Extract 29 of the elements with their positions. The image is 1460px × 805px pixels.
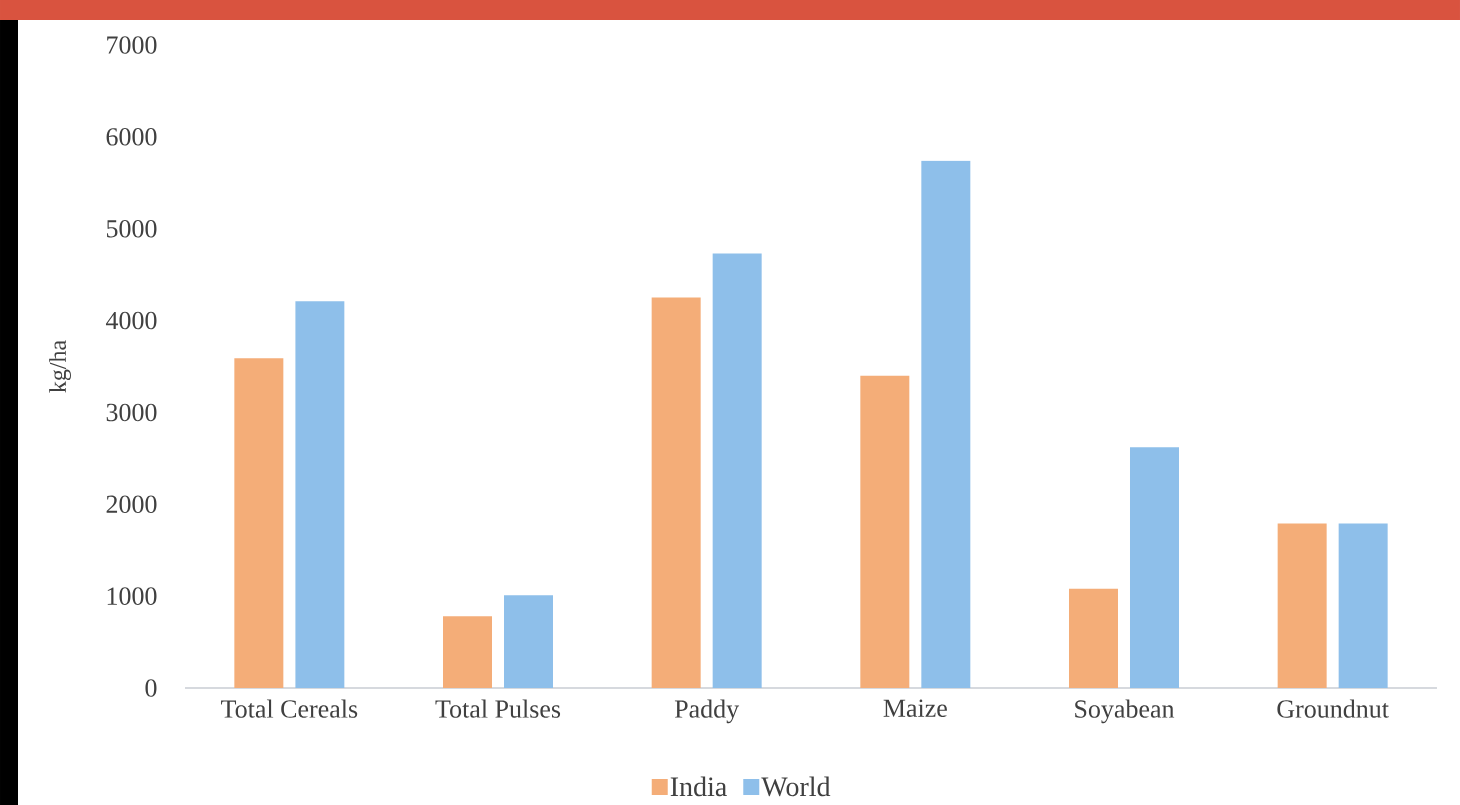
y-tick-label: 0 [145,679,157,697]
y-tick-label: 1000 [107,587,157,605]
bar [712,253,762,688]
y-tick-label: 6000 [106,128,157,146]
x-tick-label: Soyabean [1075,699,1175,724]
bar [1129,447,1179,688]
legend-label: India [670,776,727,797]
y-tick-label: 2000 [106,495,157,514]
bar [651,297,701,688]
bar [295,301,345,688]
x-tick-label: Maize [883,699,947,717]
bar [921,160,971,688]
x-tick-label: Total Pulses [435,699,561,718]
bar [860,375,910,688]
x-tick-label: Groundnut [1277,699,1389,718]
y-tick-label: 3000 [106,403,157,422]
bar [1068,588,1118,688]
legend-label: World [761,776,831,797]
y-tick-label: 5000 [106,219,157,238]
x-tick-label: Paddy [674,699,740,724]
bar [1277,523,1327,688]
y-axis-title: kg/ha [49,340,71,393]
y-tick-label: 4000 [105,311,157,330]
bar [443,616,492,688]
bar [234,358,284,688]
y-tick-label: 7000 [107,36,157,54]
bar [1338,523,1388,688]
x-tick-label: Total Cereals [221,699,358,718]
bar [504,595,553,688]
